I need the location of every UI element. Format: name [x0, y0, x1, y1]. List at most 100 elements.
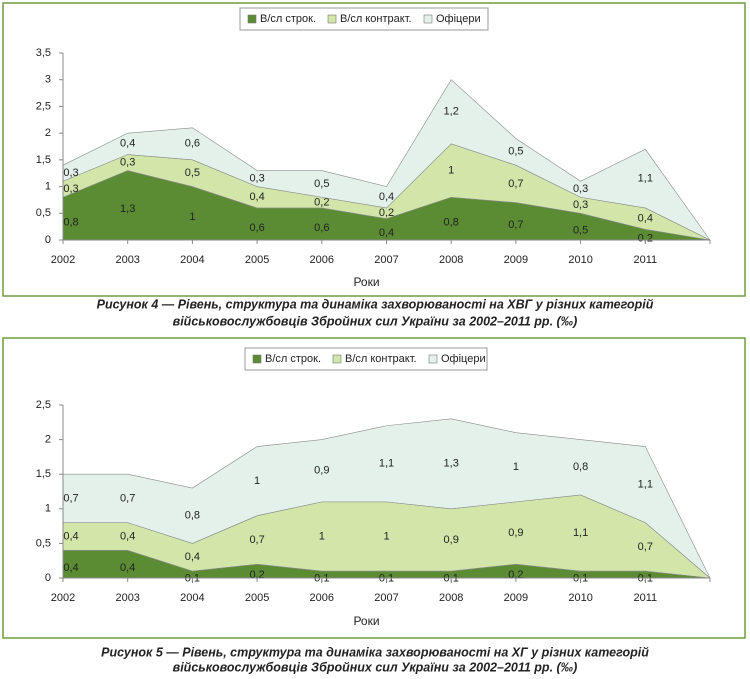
x-tick-label: 2007: [374, 592, 398, 604]
data-label: 0,5: [508, 146, 523, 158]
data-label: 0,3: [573, 183, 588, 195]
area: [62, 418, 711, 579]
data-label: 1,1: [573, 527, 588, 539]
legend-swatch: [332, 354, 342, 364]
data-label: 0,2: [379, 207, 394, 219]
data-label: 1: [513, 461, 519, 473]
data-label: 0,5: [314, 178, 329, 190]
data-label: 0,7: [249, 534, 264, 546]
legend-label: В/сл контракт.: [345, 353, 417, 365]
data-label: 0,2: [314, 197, 329, 209]
data-label: 1,1: [379, 458, 394, 470]
data-label: 1,2: [444, 106, 459, 118]
caption: Рисунок 5 — Рівень, структура та динамік…: [101, 645, 649, 659]
y-tick-label: 0: [45, 572, 51, 584]
data-label: 0,9: [314, 465, 329, 477]
data-label: 0,8: [185, 510, 200, 522]
x-tick-label: 2003: [115, 254, 139, 266]
data-label: 0,3: [249, 172, 264, 184]
x-tick-label: 2006: [310, 254, 334, 266]
x-tick-label: 2002: [51, 592, 75, 604]
y-tick-label: 1,5: [36, 154, 51, 166]
x-tick-label: 2005: [245, 592, 269, 604]
data-label: 0,6: [249, 222, 264, 234]
data-label: 0,5: [573, 225, 588, 237]
x-tick-label: 2003: [115, 592, 139, 604]
data-label: 0,7: [638, 541, 653, 553]
data-label: 0,9: [508, 527, 523, 539]
data-label: 1,1: [638, 172, 653, 184]
data-label: 0,4: [63, 530, 78, 542]
data-label: 0,5: [185, 167, 200, 179]
x-tick-label: 2004: [180, 592, 204, 604]
data-label: 0,8: [573, 461, 588, 473]
y-tick-label: 3: [45, 74, 51, 86]
x-tick-label: 2011: [633, 592, 657, 604]
data-label: 1: [383, 530, 389, 542]
data-label: 0,9: [444, 534, 459, 546]
data-label: 0,4: [120, 138, 135, 150]
data-label: 1: [448, 164, 454, 176]
x-tick-label: 2011: [633, 254, 657, 266]
data-label: 0,4: [185, 551, 200, 563]
data-label: 0,8: [63, 217, 78, 229]
data-label: 0,8: [444, 217, 459, 229]
x-tick-label: 2009: [504, 592, 528, 604]
legend-swatch: [428, 354, 438, 364]
y-tick-label: 1: [45, 503, 51, 515]
x-tick-label: 2010: [568, 254, 592, 266]
data-label: 0,4: [638, 213, 653, 225]
x-tick-label: 2007: [374, 254, 398, 266]
data-label: 1,3: [444, 458, 459, 470]
legend-swatch: [327, 14, 337, 24]
data-label: 0,7: [508, 178, 523, 190]
y-tick-label: 2,5: [36, 100, 51, 112]
legend-swatch: [423, 14, 433, 24]
data-label: 0,3: [63, 167, 78, 179]
legend-label: Офіцери: [436, 13, 481, 25]
caption: військовослужбовців Збройних сил України…: [173, 314, 578, 328]
data-label: 0,7: [120, 492, 135, 504]
legend-label: Офіцери: [441, 353, 486, 365]
data-label: 0,4: [379, 191, 394, 203]
x-tick-label: 2008: [439, 254, 463, 266]
legend-frame: [239, 7, 489, 31]
data-label: 0,4: [249, 191, 264, 203]
data-label: 0,4: [63, 562, 78, 574]
x-tick-label: 2006: [310, 592, 334, 604]
y-tick-label: 0,5: [36, 207, 51, 219]
data-label: 0,2: [638, 233, 653, 245]
data-label: 0,3: [573, 199, 588, 211]
x-tick-label: 2005: [245, 254, 269, 266]
x-tick-label: 2009: [504, 254, 528, 266]
legend-label: В/сл контракт.: [340, 13, 412, 25]
data-label: 0,7: [508, 219, 523, 231]
data-label: 0,6: [185, 138, 200, 150]
y-tick-label: 1,5: [36, 468, 51, 480]
legend-swatch: [252, 354, 262, 364]
x-tick-label: 2008: [439, 592, 463, 604]
data-label: 0,7: [63, 492, 78, 504]
data-label: 0,4: [379, 227, 394, 239]
legend-frame: [244, 347, 488, 371]
data-label: 1: [319, 530, 325, 542]
data-label: 0,3: [63, 183, 78, 195]
x-tick-label: 2010: [568, 592, 592, 604]
x-axis-label: Роки: [353, 275, 379, 289]
x-axis-label: Роки: [353, 614, 379, 628]
x-tick-label: 2002: [51, 254, 75, 266]
area: [62, 79, 711, 241]
data-label: 0,4: [120, 530, 135, 542]
legend-label: В/сл строк.: [265, 353, 321, 365]
data-label: 0,6: [314, 222, 329, 234]
y-tick-label: 2,5: [36, 399, 51, 411]
y-tick-label: 3,5: [36, 47, 51, 59]
legend-label: В/сл строк.: [260, 13, 316, 25]
y-tick-label: 1: [45, 180, 51, 192]
legend-swatch: [247, 14, 257, 24]
data-label: 0,3: [120, 156, 135, 168]
data-label: 1: [189, 211, 195, 223]
caption: військовослужбовців Збройних сил України…: [173, 660, 578, 674]
y-tick-label: 0,5: [36, 537, 51, 549]
